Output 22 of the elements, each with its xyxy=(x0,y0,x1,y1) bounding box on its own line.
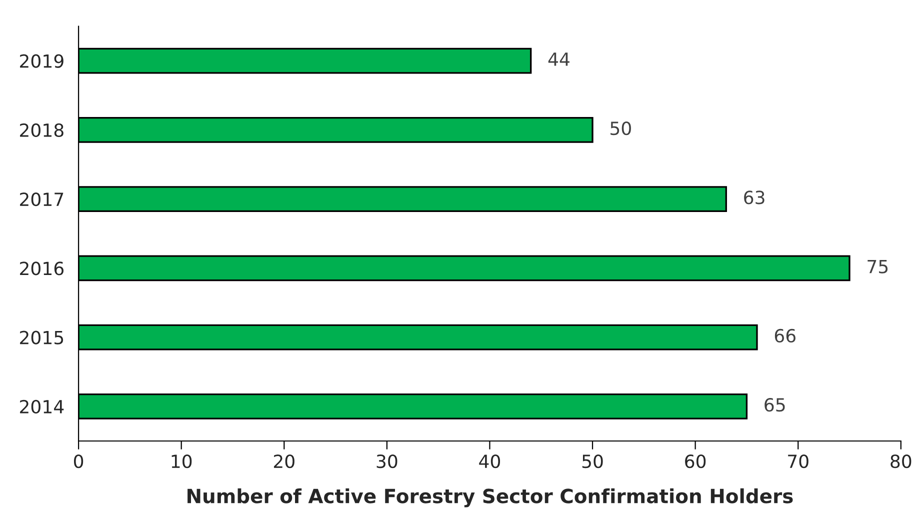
x-tick-label: 40 xyxy=(479,454,500,468)
x-tick-label: 30 xyxy=(376,454,398,468)
x-axis-title: Number of Active Forestry Sector Confirmation Holders xyxy=(188,488,793,508)
data-label: 63 xyxy=(744,190,764,204)
data-label: 44 xyxy=(548,52,570,66)
x-tick-label: 60 xyxy=(685,454,706,468)
x-tick-label: 10 xyxy=(172,454,192,468)
y-tick-label: 2016 xyxy=(20,262,64,276)
x-tick-label: 70 xyxy=(788,454,808,468)
x-tick-label: 50 xyxy=(582,454,603,468)
data-label: 75 xyxy=(868,260,888,274)
y-tick-label: 2014 xyxy=(20,400,64,414)
y-tick-label: 2018 xyxy=(20,123,64,138)
data-label: 65 xyxy=(764,398,785,412)
x-tick-label: 80 xyxy=(890,454,912,468)
data-label: 50 xyxy=(610,122,631,136)
data-label: 66 xyxy=(774,328,796,343)
x-tick-label: 20 xyxy=(274,454,294,468)
x-tick-label: 0 xyxy=(74,454,84,468)
y-tick-label: 2015 xyxy=(20,330,64,344)
y-tick-label: 2019 xyxy=(20,54,64,68)
y-tick-label: 2017 xyxy=(20,192,64,206)
